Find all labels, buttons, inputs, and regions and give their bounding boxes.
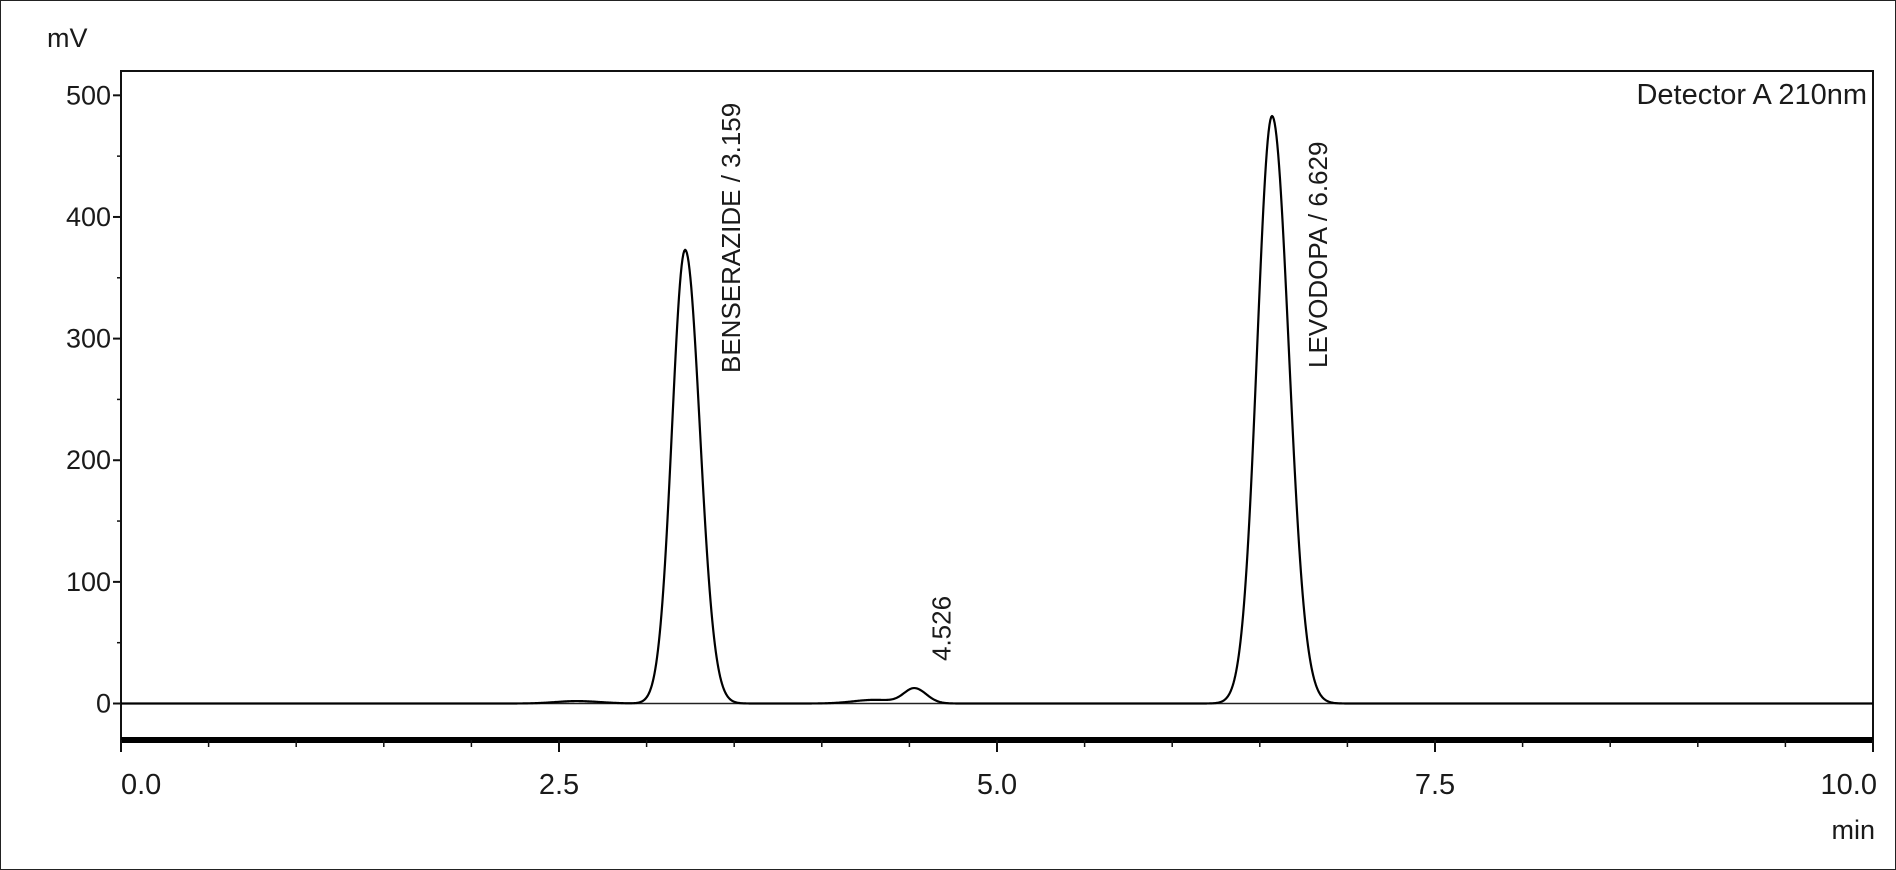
peak-label: 4.526 <box>927 596 957 661</box>
y-axis-label: mV <box>47 23 88 53</box>
x-tick-label: 0.0 <box>121 769 161 801</box>
y-tick-label: 0 <box>96 689 111 719</box>
y-tick-label: 500 <box>66 80 111 110</box>
plot-border <box>120 70 1874 741</box>
x-axis-label: min <box>1831 815 1875 845</box>
x-tick-label: 7.5 <box>1415 769 1455 801</box>
x-tick-label: 2.5 <box>539 769 579 801</box>
series-trace <box>120 114 1874 705</box>
y-tick-label: 400 <box>66 202 111 232</box>
y-tick-label: 300 <box>66 324 111 354</box>
y-tick-label: 100 <box>66 567 111 597</box>
trace-layer <box>120 114 1874 705</box>
peak-label: LEVODOPA / 6.629 <box>1303 142 1333 368</box>
legend-series-name: Detector A 210nm <box>1636 79 1867 111</box>
x-tick-label: 10.0 <box>1821 769 1877 801</box>
labels: Detector A 210nm BENSERAZIDE / 3.159 4.526… <box>716 79 1867 661</box>
x-tick-label: 5.0 <box>977 769 1017 801</box>
peak-label: BENSERAZIDE / 3.159 <box>716 103 746 373</box>
y-tick-label: 200 <box>66 445 111 475</box>
axes: 0 100 200 300 400 500 0.0 2.5 5.0 7.5 10.0 mV min <box>47 23 1877 845</box>
